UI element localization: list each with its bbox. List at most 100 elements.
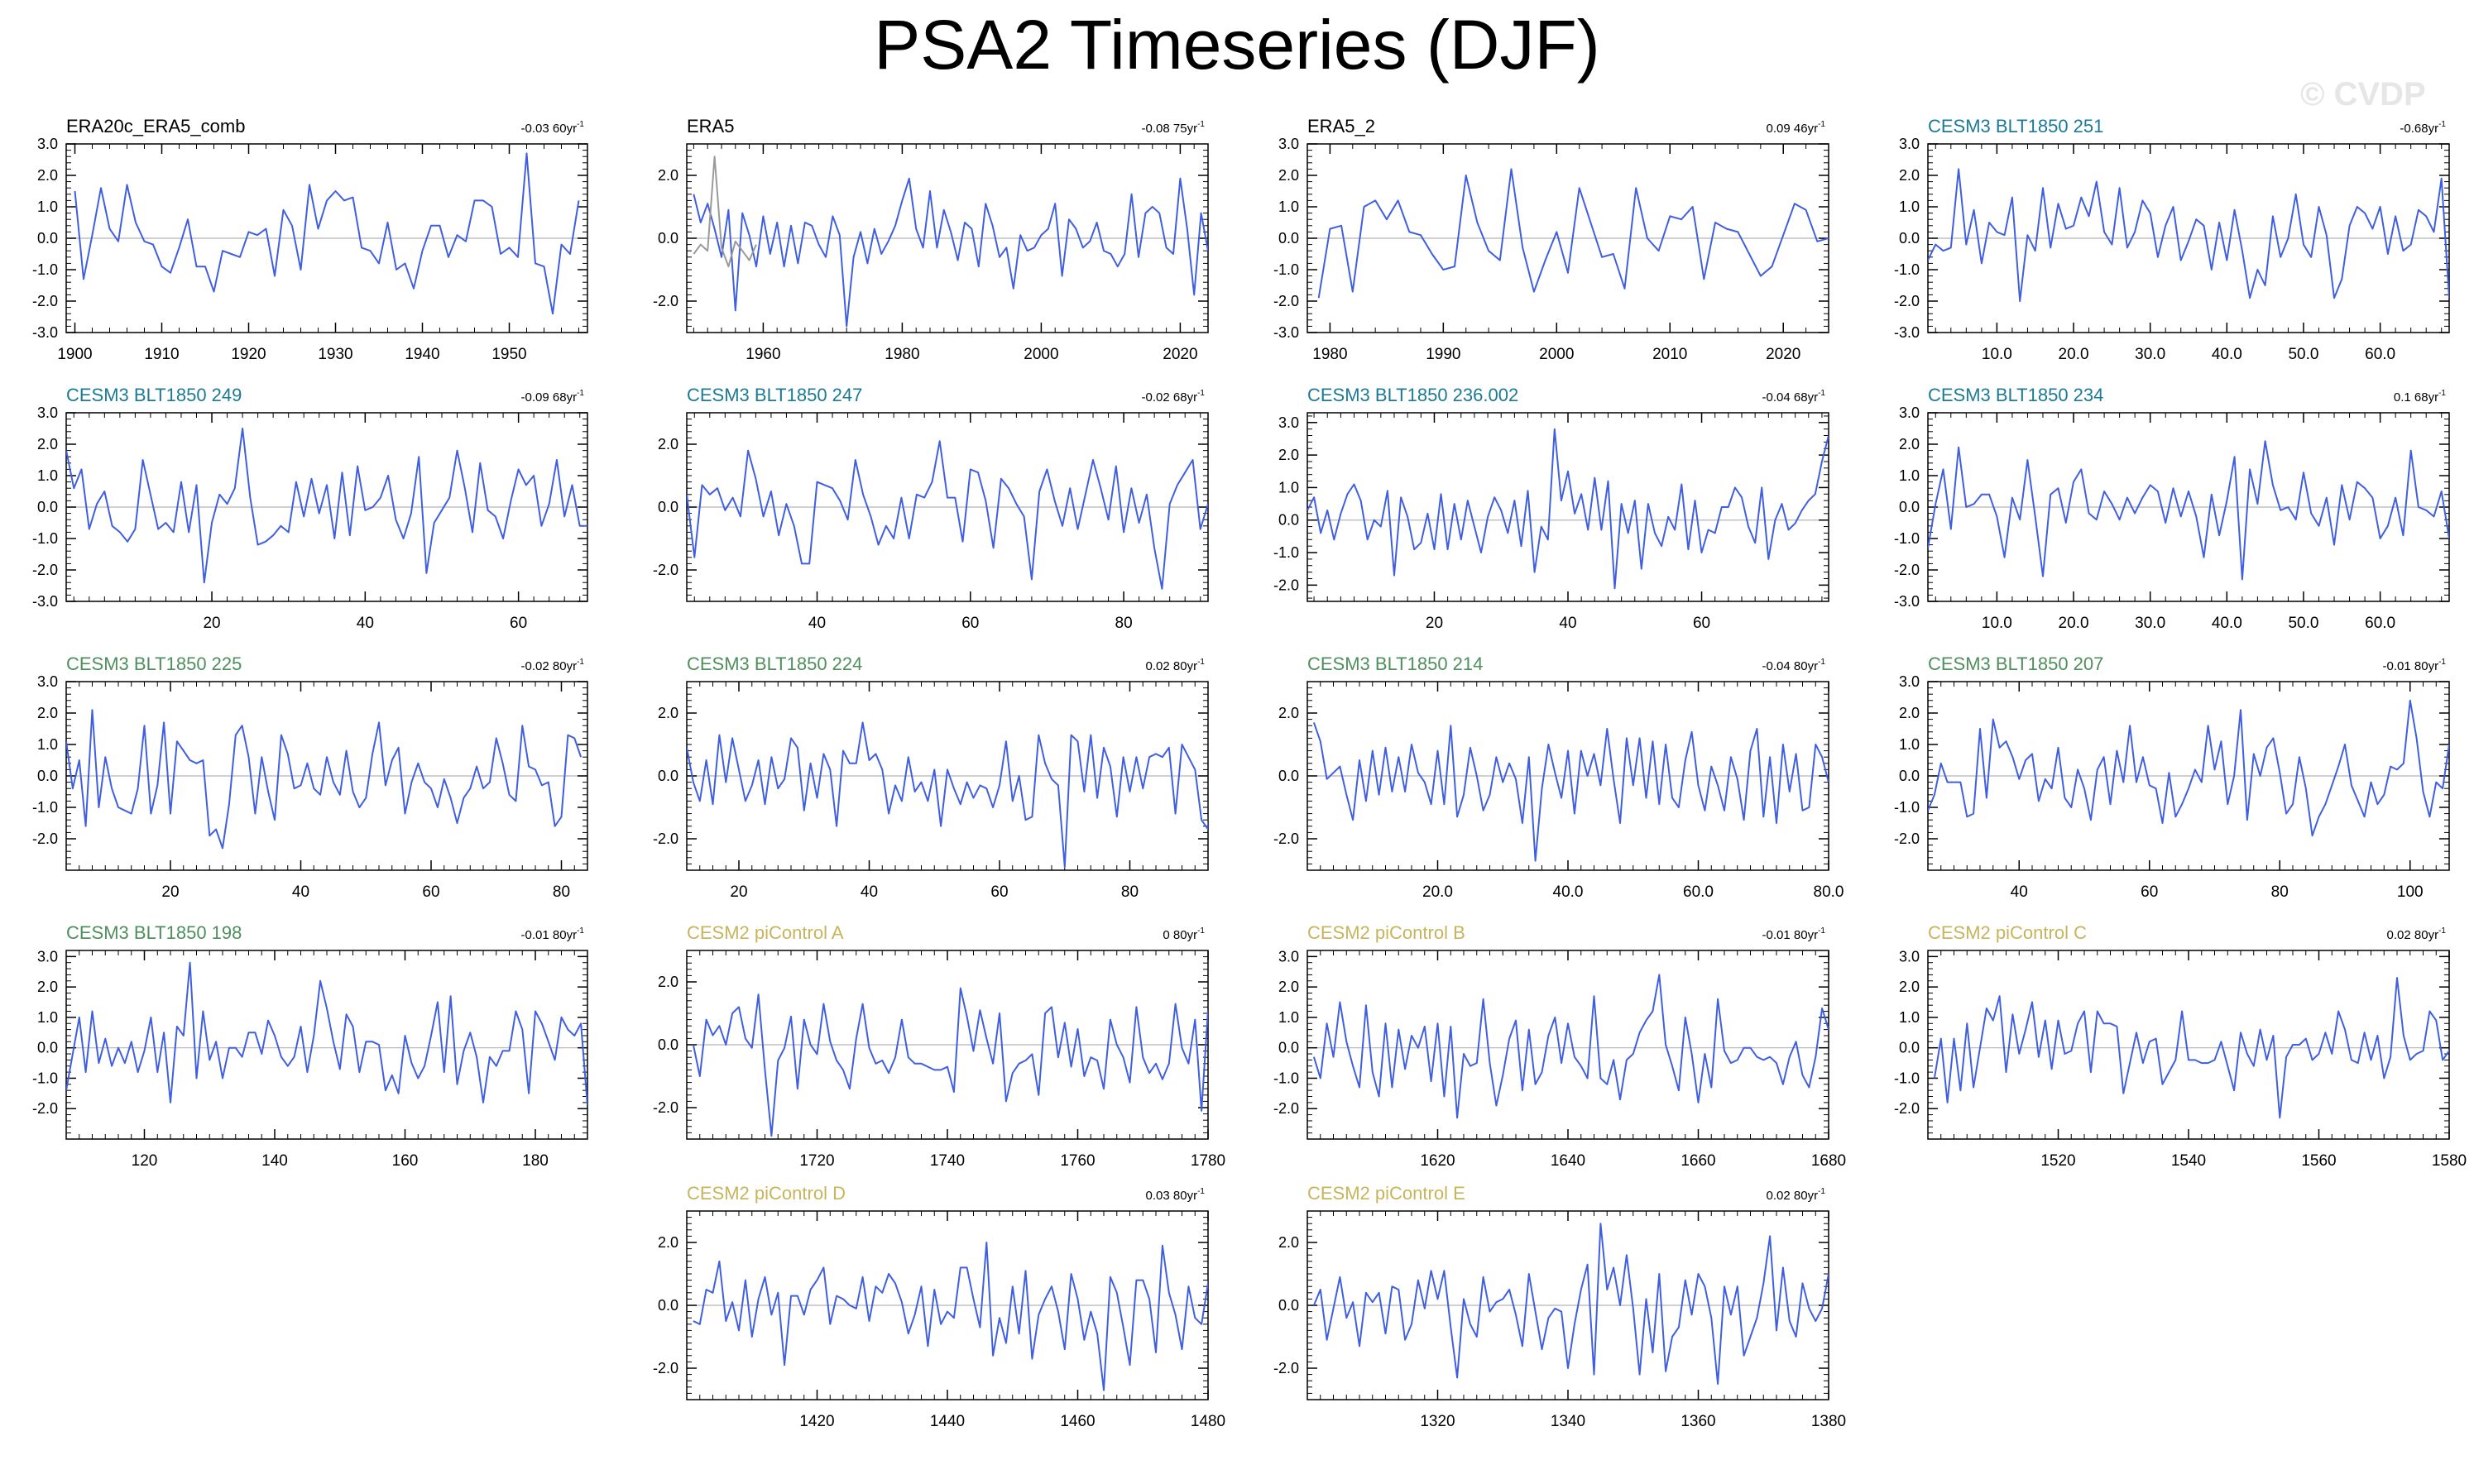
timeseries-panel-18: CESM2 piControl E 0.02 80yr-1 1320 1340 1360… <box>1273 1183 1846 1430</box>
y-tick-label: -3.0 <box>1894 324 1920 341</box>
x-tick-label: 2000 <box>1539 346 1574 363</box>
x-tick-label: 20.0 <box>2059 346 2089 363</box>
panel-title: CESM3 BLT1850 198 <box>66 922 242 943</box>
plot-frame <box>1307 950 1829 1140</box>
y-tick-label: 2.0 <box>1278 167 1299 184</box>
trend-label: 0.09 46yr-1 <box>1767 120 1826 136</box>
x-tick-label: 40.0 <box>2212 615 2242 632</box>
x-tick-label: 80.0 <box>1814 883 1844 901</box>
timeseries-panel-4: CESM3 BLT1850 251 -0.68yr-1 10.0 20.0 30.0 40… <box>1894 116 2450 363</box>
x-tick-label: 1940 <box>405 346 439 363</box>
trend-label: -0.03 60yr-1 <box>521 120 585 136</box>
y-tick-label: -2.0 <box>1894 1100 1920 1117</box>
y-tick-label: 2.0 <box>37 167 58 184</box>
x-tick-label: 60.0 <box>2365 615 2395 632</box>
x-tick-label: 1360 <box>1680 1413 1715 1430</box>
x-tick-label: 1460 <box>1060 1413 1095 1430</box>
x-tick-label: 140 <box>261 1152 288 1170</box>
psa2-index-line <box>1933 977 2449 1119</box>
y-tick-label: 0.0 <box>658 1036 678 1053</box>
x-tick-label: 1580 <box>2432 1152 2467 1170</box>
x-tick-label: 1660 <box>1680 1152 1715 1170</box>
x-tick-label: 80 <box>1115 615 1133 632</box>
y-tick-label: 1.0 <box>37 467 58 484</box>
x-tick-label: 60 <box>1693 615 1710 632</box>
psa2-index-line <box>66 428 587 584</box>
timeseries-panel-3: ERA5_2 0.09 46yr-1 1980 1990 2000 2010 2020 3.0… <box>1273 116 1829 363</box>
panel-title: CESM3 BLT1850 225 <box>66 653 242 674</box>
y-tick-label: 0.0 <box>1899 499 1920 515</box>
timeseries-panel-2: ERA5 -0.08 75yr-1 1960 1980 2000 2020 2.0 0.0 -2… <box>653 116 1209 363</box>
y-tick-label: 2.0 <box>658 167 678 184</box>
x-tick-label: 20 <box>730 883 747 901</box>
x-tick-label: 2020 <box>1163 346 1197 363</box>
x-tick-label: 10.0 <box>1982 615 2012 632</box>
x-tick-label: 1420 <box>799 1413 834 1430</box>
trend-label: 0.03 80yr-1 <box>1146 1187 1206 1203</box>
x-tick-label: 1520 <box>2040 1152 2075 1170</box>
y-tick-label: -2.0 <box>653 1099 678 1116</box>
y-tick-label: 2.0 <box>658 974 678 990</box>
y-tick-label: 0.0 <box>1278 230 1299 247</box>
y-tick-label: 3.0 <box>37 948 58 965</box>
x-tick-label: 40.0 <box>1553 883 1584 901</box>
y-tick-label: 1.0 <box>1899 199 1920 215</box>
timeseries-panel-8: CESM3 BLT1850 234 0.1 68yr-1 10.0 20.0 30.0 4… <box>1894 385 2450 632</box>
psa2-index-line <box>66 709 583 850</box>
x-tick-label: 1990 <box>1426 346 1460 363</box>
y-tick-label: 2.0 <box>1899 167 1920 184</box>
panel-title: CESM2 piControl D <box>687 1183 846 1204</box>
x-tick-label: 40 <box>2011 883 2028 901</box>
trend-label: -0.01 80yr-1 <box>521 926 585 942</box>
trend-label: -0.01 80yr-1 <box>1762 926 1826 942</box>
y-tick-label: 0.0 <box>1899 768 1920 784</box>
plot-frame <box>1927 950 2450 1140</box>
x-tick-label: 50.0 <box>2288 346 2318 363</box>
timeseries-panel-15: CESM2 piControl B -0.01 80yr-1 1620 1640 166… <box>1273 922 1846 1170</box>
x-tick-label: 1440 <box>930 1413 965 1430</box>
y-tick-label: -2.0 <box>653 562 678 578</box>
panel-title: CESM2 piControl B <box>1307 922 1465 943</box>
x-tick-label: 1980 <box>1312 346 1347 363</box>
timeseries-panel-7: CESM3 BLT1850 236.002 -0.04 68yr-1 20 40 60 3… <box>1273 385 1829 632</box>
trend-label: 0.02 80yr-1 <box>1146 658 1206 673</box>
trend-label: -0.08 75yr-1 <box>1142 120 1206 136</box>
x-tick-label: 1740 <box>930 1152 965 1170</box>
y-tick-label: -1.0 <box>1273 544 1299 561</box>
x-tick-label: 1950 <box>491 346 526 363</box>
y-tick-label: 3.0 <box>37 673 58 690</box>
y-tick-label: 2.0 <box>658 1234 678 1251</box>
y-tick-label: 1.0 <box>1899 467 1920 484</box>
panel-title: ERA5 <box>687 116 734 136</box>
x-tick-label: 1680 <box>1811 1152 1846 1170</box>
figure-title: PSA2 Timeseries (DJF) <box>874 6 1600 84</box>
y-tick-label: 0.0 <box>658 230 678 247</box>
y-tick-label: -2.0 <box>1894 831 1920 847</box>
x-tick-label: 20.0 <box>1422 883 1453 901</box>
x-tick-label: 40 <box>292 883 309 901</box>
x-tick-label: 40.0 <box>2212 346 2242 363</box>
psa2-index-line <box>1312 974 1829 1119</box>
y-tick-label: 3.0 <box>1899 405 1920 421</box>
y-tick-label: -1.0 <box>1894 261 1920 278</box>
x-tick-label: 60.0 <box>1683 883 1714 901</box>
y-tick-label: -1.0 <box>32 530 58 547</box>
panel-title: CESM3 BLT1850 251 <box>1928 116 2103 136</box>
y-tick-label: 1.0 <box>1278 479 1299 495</box>
y-tick-label: 0.0 <box>658 1297 678 1314</box>
y-tick-label: 1.0 <box>1899 1009 1920 1026</box>
y-tick-label: 2.0 <box>658 436 678 452</box>
y-tick-label: 0.0 <box>37 499 58 515</box>
y-tick-label: 3.0 <box>1899 136 1920 152</box>
y-tick-label: 2.0 <box>1899 979 1920 995</box>
y-tick-label: -2.0 <box>1273 1360 1299 1376</box>
y-tick-label: -2.0 <box>653 293 678 309</box>
x-tick-label: 30.0 <box>2135 346 2165 363</box>
x-tick-label: 60 <box>422 883 439 901</box>
x-tick-label: 20 <box>1426 615 1443 632</box>
x-tick-label: 1540 <box>2171 1152 2206 1170</box>
panel-title: CESM2 piControl C <box>1928 922 2087 943</box>
y-tick-label: -3.0 <box>32 593 58 610</box>
timeseries-panel-14: CESM2 piControl A 0 80yr-1 1720 1740 1760 178… <box>653 922 1225 1170</box>
x-tick-label: 20.0 <box>2059 615 2089 632</box>
